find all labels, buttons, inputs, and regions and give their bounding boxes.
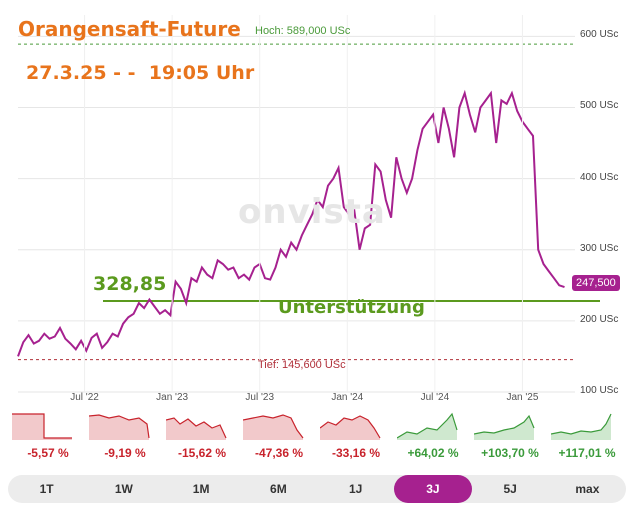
x-tick-label: Jan '24 bbox=[331, 392, 364, 403]
support-value: 328,85 bbox=[93, 273, 167, 295]
tab-1m[interactable]: 1M bbox=[192, 482, 210, 496]
performance-value: -15,62 % bbox=[177, 446, 227, 460]
price-series-line bbox=[17, 89, 565, 357]
y-tick-label: 400 USc bbox=[580, 171, 619, 183]
sparkline bbox=[89, 414, 150, 440]
sparkline-area bbox=[243, 415, 303, 440]
sparkline-area bbox=[551, 414, 611, 440]
sparkline bbox=[166, 417, 227, 440]
sparkline-line bbox=[12, 413, 72, 439]
performance-value: -5,57 % bbox=[27, 446, 69, 460]
performance-value: -9,19 % bbox=[104, 446, 146, 460]
performance-item: -5,57 % bbox=[12, 410, 84, 460]
sparkline-area bbox=[89, 415, 149, 440]
sparkline-area bbox=[12, 414, 72, 440]
sparkline bbox=[551, 413, 612, 440]
performance-value: -47,36 % bbox=[254, 446, 304, 460]
sparkline bbox=[474, 414, 535, 440]
support-label: Unterstützung bbox=[278, 297, 425, 318]
performance-item: +103,70 % bbox=[474, 410, 546, 460]
performance-item: -33,16 % bbox=[320, 410, 392, 460]
performance-item: -9,19 % bbox=[89, 410, 161, 460]
performance-item: -15,62 % bbox=[166, 410, 238, 460]
x-tick-label: Jul '22 bbox=[70, 392, 99, 403]
watermark: onvista bbox=[238, 192, 386, 232]
performance-value: +64,02 % bbox=[407, 446, 459, 460]
y-tick-label: 600 USc bbox=[580, 29, 619, 41]
timestamp: 27.3.25 - - 19:05 Uhr bbox=[26, 62, 255, 84]
sparkline-line bbox=[243, 414, 304, 439]
sparkline bbox=[320, 415, 381, 440]
sparkline bbox=[397, 412, 458, 440]
tab-1t[interactable]: 1T bbox=[39, 482, 54, 496]
high-label: Hoch: 589,000 USc bbox=[255, 25, 351, 37]
performance-value: -33,16 % bbox=[331, 446, 381, 460]
performance-item: +117,01 % bbox=[551, 410, 623, 460]
current-price-badge: 247,500 bbox=[572, 275, 620, 291]
tab-6m[interactable]: 6M bbox=[270, 482, 287, 496]
sparkline-area bbox=[166, 418, 226, 440]
sparkline-line bbox=[474, 414, 535, 435]
tab-1w[interactable]: 1W bbox=[114, 482, 133, 496]
sparkline-area bbox=[320, 416, 380, 440]
y-tick-label: 300 USc bbox=[580, 242, 619, 254]
range-tabs: 1T 1W 1M 6M 1J 3J 5J max bbox=[8, 475, 626, 503]
performance-value: +117,01 % bbox=[558, 446, 616, 460]
x-tick-label: Jan '25 bbox=[506, 392, 539, 403]
sparkline-area bbox=[474, 416, 534, 440]
low-label: Tief: 145,600 USc bbox=[258, 359, 346, 371]
tab-max[interactable]: max bbox=[575, 482, 600, 496]
y-tick-label: 500 USc bbox=[580, 100, 619, 112]
x-tick-label: Jul '23 bbox=[245, 392, 274, 403]
sparkline-line bbox=[397, 412, 458, 439]
sparkline bbox=[243, 414, 304, 440]
tab-1j[interactable]: 1J bbox=[348, 482, 363, 496]
sparkline-line bbox=[166, 417, 227, 439]
sparkline bbox=[12, 413, 72, 440]
grid-lines bbox=[18, 35, 575, 393]
y-tick-label: 100 USc bbox=[580, 385, 619, 396]
chart-title: Orangensaft-Future bbox=[18, 17, 241, 41]
x-tick-marks bbox=[84, 15, 523, 392]
sparkline-line bbox=[551, 413, 612, 435]
y-tick-label: 200 USc bbox=[580, 313, 619, 325]
sparkline-line bbox=[320, 415, 381, 439]
price-chart bbox=[17, 15, 600, 393]
performance-item: +64,02 % bbox=[397, 410, 469, 460]
x-tick-label: Jul '24 bbox=[420, 392, 450, 403]
tab-5j[interactable]: 5J bbox=[503, 482, 517, 496]
performance-item: -47,36 % bbox=[243, 410, 315, 460]
tab-3j[interactable]: 3J bbox=[394, 475, 472, 503]
performance-value: +103,70 % bbox=[481, 446, 539, 460]
x-tick-label: Jan '23 bbox=[156, 392, 189, 403]
sparkline-line bbox=[89, 414, 150, 439]
